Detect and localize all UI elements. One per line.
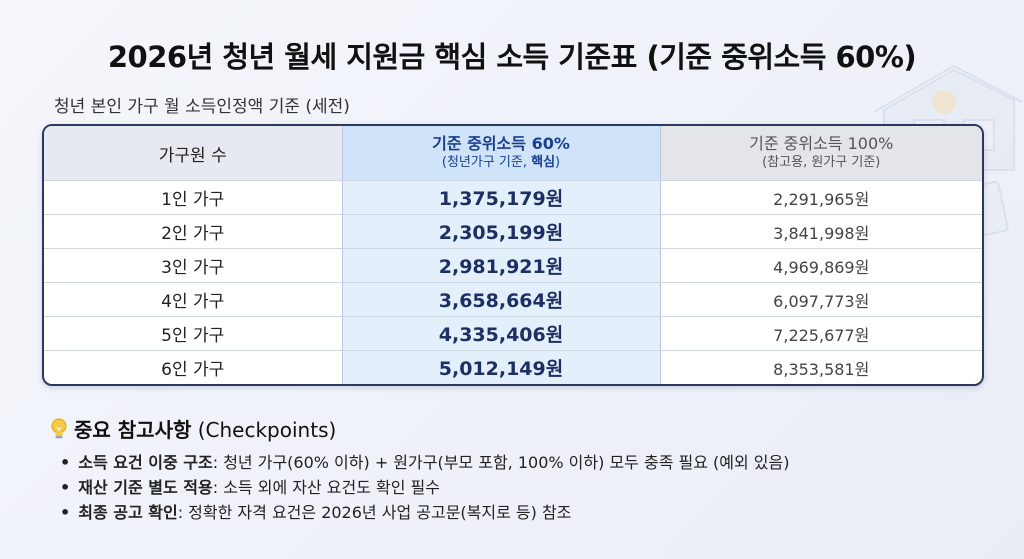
table-row: 5인 가구 4,335,406원 7,225,677원 — [44, 316, 982, 351]
list-item: • 재산 기준 별도 적용: 소득 외에 자산 요건도 확인 필수 — [60, 475, 789, 500]
household-cell: 2인 가구 — [44, 214, 342, 249]
median-100-cell: 4,969,869원 — [660, 248, 982, 283]
header-60-sub-prefix: (청년가구 기준, — [441, 155, 532, 170]
checkpoint-text: : 청년 가구(60% 이하) + 원가구(부모 포함, 100% 이하) 모두… — [212, 453, 790, 472]
household-cell: 1인 가구 — [44, 180, 342, 215]
checkpoint-key: 최종 공고 확인 — [78, 503, 178, 522]
table-row: 2인 가구 2,305,199원 3,841,998원 — [44, 214, 982, 249]
header-60-sub-suffix: ) — [555, 155, 561, 170]
median-100-cell: 7,225,677원 — [660, 316, 982, 351]
household-cell: 4인 가구 — [44, 282, 342, 317]
checkpoints-title: 중요 참고사항 (Checkpoints) — [50, 414, 336, 443]
median-60-cell: 4,335,406원 — [341, 316, 661, 351]
header-median-60-sub: (청년가구 기준, 핵심) — [343, 154, 660, 172]
median-100-cell: 2,291,965원 — [660, 180, 982, 215]
checkpoint-text: : 소득 외에 자산 요건도 확인 필수 — [212, 478, 440, 497]
median-60-cell: 3,658,664원 — [341, 282, 661, 317]
median-100-cell: 8,353,581원 — [773, 359, 870, 379]
median-100-cell: 6,097,773원 — [660, 282, 982, 317]
table-row: 4인 가구 3,658,664원 6,097,773원 — [44, 282, 982, 317]
list-item: • 최종 공고 확인: 정확한 자격 요건은 2026년 사업 공고문(복지로 등… — [60, 500, 789, 525]
header-household: 가구원 수 — [44, 126, 342, 181]
header-median-100: 기준 중위소득 100% (참고용, 원가구 기준) — [660, 126, 982, 181]
checkpoints-list: • 소득 요건 이중 구조: 청년 가구(60% 이하) + 원가구(부모 포함,… — [60, 450, 789, 525]
median-60-cell: 2,305,199원 — [341, 214, 661, 249]
bullet-icon: • — [60, 503, 71, 522]
checkpoint-key: 재산 기준 별도 적용 — [78, 478, 213, 497]
income-table: 가구원 수 기준 중위소득 60% (청년가구 기준, 핵심) 기준 중위소득 … — [42, 124, 984, 386]
header-median-100-sub: (참고용, 원가구 기준) — [762, 155, 881, 170]
table-header-row: 가구원 수 기준 중위소득 60% (청년가구 기준, 핵심) 기준 중위소득 … — [44, 126, 982, 181]
checkpoints-title-bold: 중요 참고사항 — [74, 418, 192, 442]
checkpoints-title-rest: (Checkpoints) — [191, 418, 337, 442]
page-subtitle: 청년 본인 가구 월 소득인정액 기준 (세전) — [54, 97, 350, 117]
table-row: 3인 가구 2,981,921원 4,969,869원 — [44, 248, 982, 283]
header-median-100-main: 기준 중위소득 100% — [749, 134, 894, 153]
list-item: • 소득 요건 이중 구조: 청년 가구(60% 이하) + 원가구(부모 포함,… — [60, 450, 789, 475]
household-cell: 3인 가구 — [44, 248, 342, 283]
header-60-sub-bold: 핵심 — [531, 155, 556, 170]
median-60-cell: 1,375,179원 — [341, 180, 661, 215]
header-median-60: 기준 중위소득 60% (청년가구 기준, 핵심) — [341, 126, 661, 181]
page-title: 2026년 청년 월세 지원금 핵심 소득 기준표 (기준 중위소득 60%) — [107, 40, 917, 74]
bullet-icon: • — [60, 478, 71, 497]
median-100-cell: 3,841,998원 — [660, 214, 982, 249]
lightbulb-icon — [51, 418, 67, 439]
table-row: 1인 가구 1,375,179원 2,291,965원 — [44, 180, 982, 215]
household-cell: 6인 가구 — [161, 360, 225, 380]
median-60-cell: 2,981,921원 — [341, 248, 661, 283]
checkpoint-key: 소득 요건 이중 구조 — [78, 453, 213, 472]
checkpoint-text: : 정확한 자격 요건은 2026년 사업 공고문(복지로 등) 참조 — [177, 503, 572, 522]
table-row: 6인 가구 5,012,149원 8,353,581원 — [44, 350, 982, 384]
header-median-60-main: 기준 중위소득 60% — [432, 134, 570, 153]
household-cell: 5인 가구 — [44, 316, 342, 351]
bullet-icon: • — [60, 453, 71, 472]
median-60-cell: 5,012,149원 — [341, 350, 661, 384]
